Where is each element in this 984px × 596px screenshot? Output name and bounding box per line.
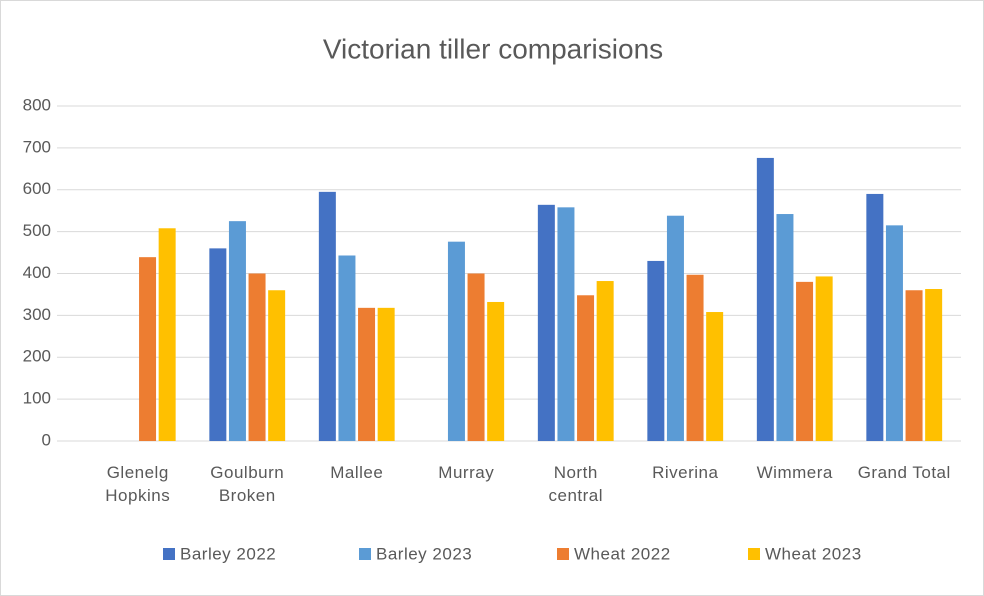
bar	[796, 281, 814, 441]
bar	[686, 274, 704, 441]
bar	[557, 207, 575, 441]
x-tick-label: Wimmera	[756, 463, 833, 482]
bar	[815, 276, 833, 441]
bar	[666, 215, 684, 441]
bar	[377, 307, 395, 441]
y-tick-label: 700	[23, 137, 51, 156]
x-tick-label: Grand Total	[857, 463, 951, 482]
bar	[596, 281, 614, 441]
bar	[706, 312, 724, 441]
legend-swatch	[359, 548, 371, 560]
bar	[885, 225, 903, 441]
bar	[139, 257, 157, 441]
y-tick-label: 800	[23, 95, 51, 114]
legend-swatch	[748, 548, 760, 560]
x-tick-label: Goulburn Broken	[210, 463, 285, 505]
bar	[577, 295, 595, 441]
legend-label: Barley 2022	[180, 544, 276, 563]
bar	[158, 228, 176, 441]
y-tick-label: 200	[23, 347, 51, 366]
x-tick-label: Riverina	[652, 463, 719, 482]
bar	[776, 214, 794, 441]
y-tick-label: 600	[23, 179, 51, 198]
bar	[248, 273, 266, 441]
y-tick-label: 500	[23, 221, 51, 240]
legend-label: Barley 2023	[376, 544, 472, 563]
y-tick-label: 400	[23, 263, 51, 282]
bar	[318, 191, 336, 441]
bar	[925, 288, 943, 441]
bar	[447, 241, 465, 441]
bar	[467, 273, 485, 441]
legend-swatch	[163, 548, 175, 560]
bar	[268, 290, 286, 441]
x-tick-label: Mallee	[330, 463, 384, 482]
bar	[228, 221, 246, 441]
bar	[756, 157, 774, 442]
y-tick-label: 0	[42, 430, 51, 449]
legend-swatch	[557, 548, 569, 560]
bar	[338, 255, 356, 441]
y-tick-label: 300	[23, 305, 51, 324]
legend-label: Wheat 2022	[574, 544, 671, 563]
x-tick-label: Murray	[438, 463, 495, 482]
bar	[487, 301, 505, 441]
x-tick-label: North central	[548, 463, 604, 505]
legend-label: Wheat 2023	[765, 544, 862, 563]
bar	[905, 290, 923, 441]
bar	[358, 307, 376, 441]
bar	[866, 193, 884, 441]
bar	[647, 260, 665, 441]
x-tick-label: Glenelg Hopkins	[105, 463, 171, 505]
y-tick-label: 100	[23, 389, 51, 408]
bar	[537, 204, 555, 441]
chart-title: Victorian tiller comparisions	[323, 33, 663, 64]
bar	[209, 248, 227, 441]
